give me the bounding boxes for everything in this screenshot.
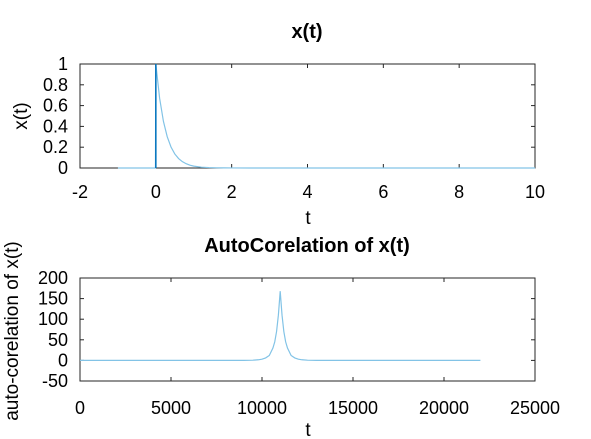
x-tick-label: 10000 (237, 398, 287, 418)
x-axis-label: t (305, 208, 311, 229)
x-tick-label: 20000 (419, 398, 469, 418)
y-tick-label: 0.6 (43, 96, 68, 116)
x-tick-label: 5000 (151, 398, 191, 418)
x-tick-label: 8 (454, 182, 464, 202)
y-tick-label: 100 (38, 309, 68, 329)
y-axis-label: auto-corelation of x(t) (2, 241, 23, 421)
x-tick-label: 25000 (510, 398, 560, 418)
y-axis-label: x(t) (11, 102, 32, 129)
y-tick-label: 0.8 (43, 75, 68, 95)
chart-autocorrelation: AutoCorelation of x(t) t auto-corelation… (2, 235, 560, 439)
y-tick-label: 0 (58, 158, 68, 178)
chart-title: AutoCorelation of x(t) (204, 235, 410, 257)
x-tick-label: 6 (378, 182, 388, 202)
x-tick-label: -2 (72, 182, 88, 202)
plot-area-frame (79, 277, 536, 382)
x-axis-label: t (305, 420, 311, 439)
x-tick-label: 10 (525, 182, 545, 202)
x-tick-label: 15000 (328, 398, 378, 418)
series-line (117, 63, 535, 169)
chart-xt: x(t) t x(t) -2 0 2 4 6 8 1000.20.40.60.81 (11, 21, 545, 229)
y-tick-label: 0 (58, 350, 68, 370)
x-tick-label: 0 (75, 398, 85, 418)
x-tick-label: 2 (227, 182, 237, 202)
chart-title: x(t) (291, 21, 322, 43)
y-tick-label: 200 (38, 268, 68, 288)
y-tick-label: -50 (42, 371, 68, 391)
y-tick-label: 1 (58, 54, 68, 74)
y-tick-label: 50 (48, 330, 68, 350)
x-tick-label: 0 (151, 182, 161, 202)
y-tick-label: 150 (38, 289, 68, 309)
x-tick-label: 4 (302, 182, 312, 202)
series-line (80, 291, 481, 361)
y-tick-label: 0.2 (43, 137, 68, 157)
y-tick-label: 0.4 (43, 116, 68, 136)
